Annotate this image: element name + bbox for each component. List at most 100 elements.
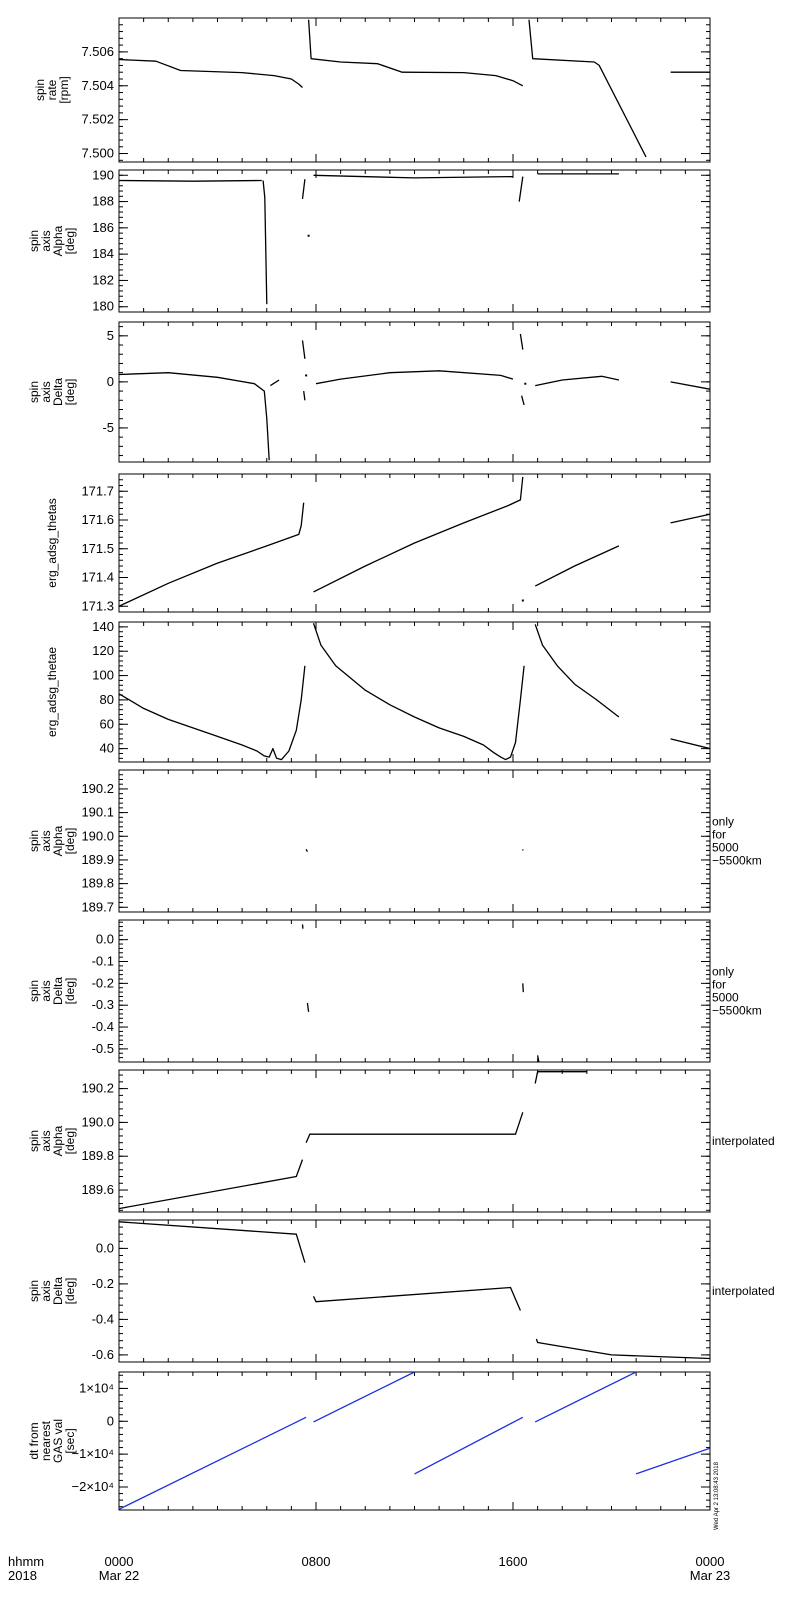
y-tick-label: 7.506 [81, 44, 114, 59]
panel-frame [118, 1219, 711, 1363]
y-tick-label: 7.502 [81, 112, 114, 127]
series-line [305, 848, 308, 853]
y-tick-label: 189.6 [81, 1182, 114, 1197]
y-tick-label: 60 [100, 716, 114, 731]
y-axis-label: [deg] [63, 828, 77, 855]
y-tick-label: -0.6 [92, 1347, 114, 1362]
y-axis-label: spin [27, 381, 41, 403]
y-tick-label: 1×10⁴ [79, 1380, 114, 1395]
series-line [270, 379, 280, 387]
series-line [119, 179, 262, 182]
series-line [119, 502, 305, 607]
timestamp-stamp: Wed Apr 2 13:08:43 2018 [714, 1461, 720, 1530]
series-line [535, 375, 620, 387]
series-line [519, 333, 524, 350]
series-line [534, 1372, 637, 1423]
panel-4: 171.3 171.4 171.5 171.6 171.7 erg_adsg_thetas [45, 473, 711, 613]
data-group [305, 848, 524, 853]
panel-note: interpolated [712, 1134, 775, 1148]
series-line [306, 1002, 310, 1012]
panel-frame [118, 621, 711, 763]
y-tick-label: -0.3 [92, 997, 114, 1012]
series-line [670, 513, 710, 524]
series-line [307, 19, 524, 87]
y-tick-label: 190.1 [81, 805, 114, 820]
y-axis-label: axis [39, 1280, 53, 1301]
y-tick-label: 140 [92, 619, 114, 634]
y-tick-label: 7.504 [81, 78, 114, 93]
panel-frame [118, 321, 711, 463]
data-point [307, 234, 310, 237]
y-axis-label: dt from [27, 1422, 41, 1459]
x-axis-label-line2: 2018 [8, 1568, 37, 1583]
y-axis-label: Delta [51, 378, 65, 406]
y-tick-label: 189.8 [81, 876, 114, 891]
y-axis-label: spin [27, 1130, 41, 1152]
y-axis-label: Alpha [51, 1125, 65, 1156]
y-tick-label: 171.3 [81, 598, 114, 613]
series-line [528, 19, 647, 158]
y-tick-label: 186 [92, 220, 114, 235]
y-axis-label: [deg] [63, 1278, 77, 1305]
series-line [534, 1071, 587, 1084]
y-tick-label: 100 [92, 668, 114, 683]
y-tick-label: 190.2 [81, 781, 114, 796]
panel-note: 5000 [712, 991, 739, 1005]
series-line [312, 622, 525, 761]
y-tick-label: 190 [92, 167, 114, 182]
y-tick-label: 190.0 [81, 1114, 114, 1129]
x-tick-label-date: Mar 23 [690, 1568, 730, 1583]
data-group [119, 622, 710, 761]
y-tick-label: -0.2 [92, 1276, 114, 1291]
y-tick-label: 0 [107, 1413, 114, 1428]
data-point [524, 382, 527, 385]
series-line [534, 624, 620, 718]
y-axis-label: [deg] [63, 379, 77, 406]
x-axis-label-line1: hhmm [8, 1554, 44, 1569]
series-line [522, 983, 524, 993]
series-line [315, 370, 514, 385]
panel-note: 5000 [712, 841, 739, 855]
y-tick-label: 189.9 [81, 852, 114, 867]
data-group [119, 1372, 710, 1510]
y-axis-label: axis [39, 980, 53, 1001]
panel-note: for [712, 978, 726, 992]
y-axis-label: [sec] [63, 1428, 77, 1453]
y-axis-label: spin [27, 230, 41, 252]
y-axis-label: spin [27, 980, 41, 1002]
panel-7: 0.0 -0.1 -0.2 -0.3 -0.4 -0.5 spinaxisDelta[deg… [27, 919, 762, 1063]
series-line [301, 340, 306, 359]
y-tick-label: 184 [92, 246, 114, 261]
series-line [119, 1159, 304, 1210]
panel-note: −5500km [712, 854, 762, 868]
y-tick-label: −2×10⁴ [72, 1479, 114, 1494]
y-tick-label: -5 [102, 420, 114, 435]
y-tick-label: 40 [100, 741, 114, 756]
panel-note: −5500km [712, 1004, 762, 1018]
y-axis-label: [deg] [63, 978, 77, 1005]
series-line [518, 176, 524, 202]
panel-frame [118, 919, 711, 1063]
panel-frame [118, 1069, 711, 1213]
y-tick-label: 5 [107, 328, 114, 343]
y-axis-label: [rpm] [57, 76, 71, 103]
y-tick-label: 171.6 [81, 512, 114, 527]
y-tick-label: 7.500 [81, 146, 114, 161]
x-tick-label: 1600 [499, 1554, 528, 1569]
series-line [262, 180, 268, 305]
series-line [313, 1372, 415, 1423]
y-axis-label: nearest [39, 1420, 53, 1461]
y-tick-label: 189.7 [81, 899, 114, 914]
data-group [119, 19, 710, 158]
panel-frame [118, 1371, 711, 1511]
data-group [119, 173, 619, 305]
y-axis-label: rate [45, 79, 59, 100]
y-tick-label: 180 [92, 299, 114, 314]
y-axis-label: Delta [51, 1277, 65, 1305]
y-axis-label: Delta [51, 977, 65, 1005]
panel-note: only [712, 965, 734, 979]
y-tick-label: 0 [107, 374, 114, 389]
